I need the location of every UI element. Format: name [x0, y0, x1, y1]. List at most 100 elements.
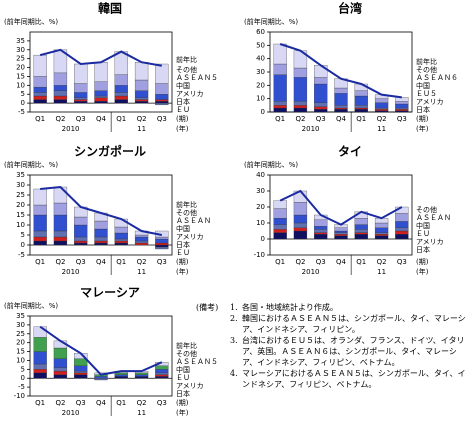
bar-segment	[334, 87, 348, 94]
line	[39, 325, 163, 376]
y-tick-label: -10	[254, 251, 265, 259]
bar-segment	[293, 230, 308, 240]
bar-segment	[53, 72, 68, 86]
bar-segment	[314, 219, 328, 227]
series-label: 前年比	[176, 341, 197, 350]
y-axis-label: (前年同期比、%)	[244, 17, 298, 26]
bar-segment	[33, 204, 47, 216]
bar-segment	[74, 63, 88, 84]
bar-segment	[94, 228, 108, 238]
bar-segment	[354, 105, 368, 109]
bar-segment	[94, 90, 108, 97]
x-tick-label: Q2	[377, 258, 387, 266]
bar-segment	[334, 235, 348, 240]
bar-segment	[74, 365, 88, 372]
series-label: ＥＵ	[176, 374, 190, 382]
x-tick-label: Q3	[157, 115, 167, 123]
notes-label: (備考)	[196, 303, 219, 312]
line	[39, 48, 163, 67]
series-label: ＡＳＥＡＮ	[176, 217, 211, 225]
y-axis-label: (前年同期比、%)	[4, 17, 58, 26]
note: 3. 台湾におけるＥＵ５は、オランダ、フランス、ドイツ、イタリア、英国。ＡＳＥＡＮ…	[230, 335, 468, 368]
series-label: ＥＵ	[176, 249, 190, 257]
x-unit: (期)	[416, 258, 429, 266]
bar-segment	[293, 202, 308, 216]
bar-segment	[334, 227, 348, 232]
bar-segment	[134, 79, 149, 91]
bar-segment	[374, 107, 389, 110]
y-axis-label: (前年同期比、%)	[244, 160, 298, 169]
bar-segment	[74, 101, 88, 104]
bar-segment	[314, 102, 328, 107]
bar-segment	[114, 74, 128, 86]
bar-segment	[114, 238, 128, 242]
note-text: 各国・地域統計より作成。	[242, 303, 338, 312]
bar-segment	[33, 54, 47, 77]
series-label: その他	[176, 208, 197, 217]
bar-segment	[134, 376, 149, 379]
bar-segment	[94, 220, 108, 230]
series-label: ＡＳＥＡＮ６	[416, 74, 458, 82]
x-tick-label: Q2	[137, 258, 147, 266]
y-tick-label: 20	[16, 339, 25, 347]
bar-segment	[155, 236, 169, 240]
bar-segment	[33, 351, 47, 365]
line	[279, 189, 403, 226]
bar-segment	[334, 93, 348, 106]
x-tick-label: Q1	[356, 258, 366, 266]
y-tick-label: -10	[14, 392, 25, 400]
bar-segment	[273, 218, 287, 225]
bar-segment	[114, 95, 128, 100]
x-tick-label: Q3	[397, 115, 407, 123]
bar-segment	[395, 109, 409, 111]
bar-segment	[334, 105, 348, 109]
plot-frame	[29, 31, 173, 113]
y-tick-label: 35	[16, 312, 25, 320]
bar-segment	[114, 242, 128, 246]
bar-segment	[53, 367, 68, 372]
year-label: 11	[377, 125, 386, 133]
series-label: その他	[176, 349, 197, 358]
bar-segment	[354, 232, 368, 235]
chart-title: タイ	[338, 145, 362, 159]
bar-segment	[134, 90, 149, 98]
bar-segment	[33, 372, 47, 379]
bar-segment	[354, 234, 368, 240]
series-label: ＥＵ５	[416, 90, 437, 98]
x-tick-label: Q1	[275, 258, 285, 266]
line	[279, 43, 402, 99]
bar-segment	[134, 62, 149, 81]
bar-segment	[273, 43, 287, 65]
bar-segment	[395, 227, 409, 232]
bar-segment	[33, 230, 47, 238]
bar-segment	[33, 92, 47, 97]
note-number: 1.	[230, 303, 238, 312]
bar-segment	[94, 378, 108, 381]
bar-segment	[354, 90, 368, 97]
bar-segment	[273, 224, 287, 230]
bar-segment	[155, 242, 169, 246]
bar-segment	[155, 83, 169, 95]
bar-segment	[94, 242, 108, 246]
year-label: 2010	[302, 268, 320, 276]
y-tick-label: 10	[256, 219, 265, 227]
bar-segment	[155, 246, 169, 250]
y-tick-label: -5	[18, 383, 25, 391]
x-tick-label: Q2	[137, 399, 147, 407]
y-tick-label: 20	[256, 81, 265, 89]
bar-segment	[314, 229, 328, 233]
bar-segment	[134, 374, 149, 377]
series-label: 日本	[416, 245, 430, 254]
bar-segment	[134, 236, 149, 242]
y-tick-label: 60	[256, 28, 265, 36]
bar-segment	[395, 101, 409, 105]
bar-segment	[134, 97, 149, 100]
y-axis-label: (前年同期比、%)	[4, 160, 58, 169]
bar-segment	[314, 234, 328, 240]
y-tick-label: 10	[256, 95, 265, 103]
bar-segment	[74, 372, 88, 375]
bar-segment	[155, 365, 169, 370]
bar-segment	[374, 232, 389, 235]
bar-segment	[374, 102, 389, 109]
bar-segment	[94, 62, 108, 82]
